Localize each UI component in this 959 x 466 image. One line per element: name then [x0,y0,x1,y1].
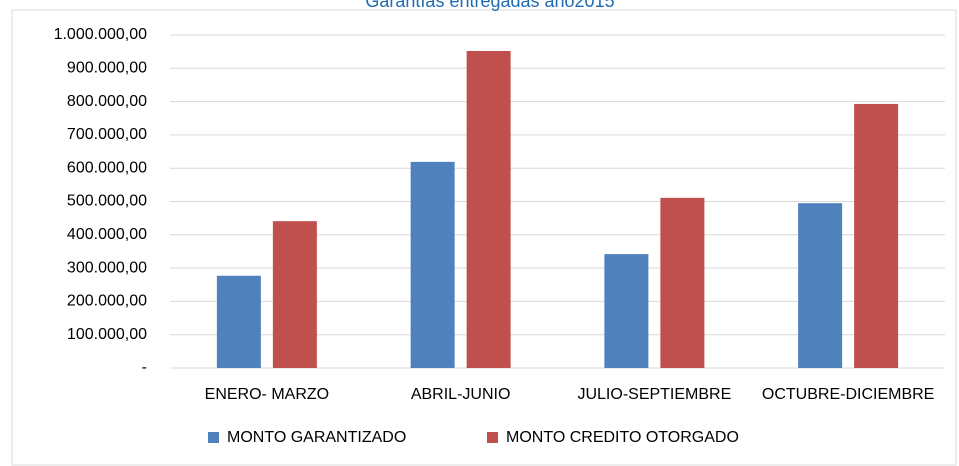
x-tick-label: ABRIL-JUNIO [411,386,511,403]
bar [216,275,261,368]
bar [410,161,455,368]
y-tick-label: 800.000,00 [67,93,147,110]
chart-title: Garantías entregadas año2015 [365,0,614,11]
y-tick-label: 500.000,00 [67,193,147,210]
y-tick-label: 200.000,00 [67,293,147,310]
bar [466,50,511,368]
bar [604,254,649,368]
x-tick-label: JULIO-SEPTIEMBRE [577,386,731,403]
bar [854,103,899,368]
bar [272,221,317,368]
legend-label: MONTO CREDITO OTORGADO [506,429,739,446]
legend-swatch [208,432,219,443]
y-tick-label: 700.000,00 [67,126,147,143]
y-tick-label: 300.000,00 [67,259,147,276]
x-tick-label: ENERO- MARZO [205,386,329,403]
y-tick-label: 1.000.000,00 [54,26,148,43]
y-tick-label: - [142,359,147,376]
y-tick-label: 900.000,00 [67,60,147,77]
bar [660,197,705,368]
legend-label: MONTO GARANTIZADO [227,429,406,446]
x-tick-label: OCTUBRE-DICIEMBRE [762,386,934,403]
legend-swatch [487,432,498,443]
bar [798,203,843,368]
y-tick-label: 600.000,00 [67,159,147,176]
y-tick-label: 400.000,00 [67,226,147,243]
y-tick-label: 100.000,00 [67,326,147,343]
